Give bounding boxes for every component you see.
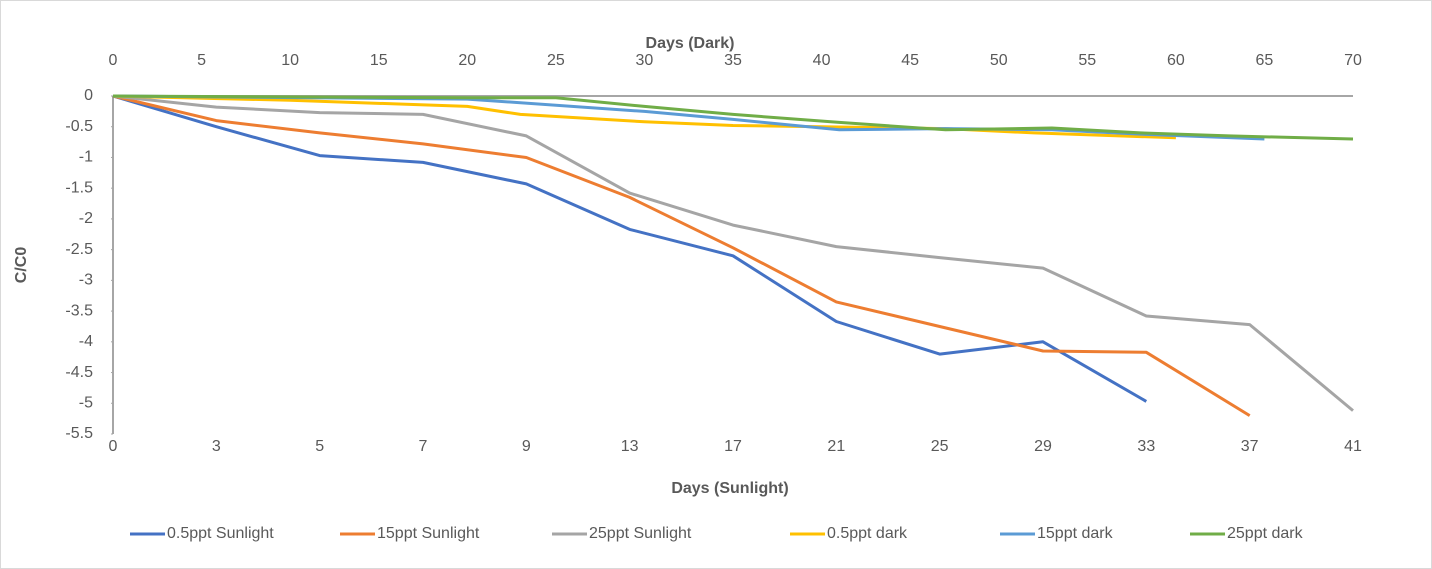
legend-label: 25ppt dark	[1227, 525, 1304, 542]
x-tick-label: 29	[1034, 438, 1052, 455]
x-tick-label: 33	[1137, 438, 1155, 455]
legend-label: 25ppt Sunlight	[589, 525, 692, 542]
y-axis-title: C/C0	[13, 247, 30, 284]
x2-tick-label: 40	[813, 52, 831, 69]
x2-tick-label: 30	[636, 52, 654, 69]
y-tick-label: -3.5	[65, 302, 93, 319]
x-tick-label: 37	[1241, 438, 1259, 455]
series-line	[112, 94, 1354, 412]
series-line	[112, 94, 1251, 417]
y-tick-label: -5.5	[65, 425, 93, 442]
y-tick-label: -2.5	[65, 241, 93, 258]
legend-label: 15ppt Sunlight	[377, 525, 480, 542]
x2-tick-label: 10	[281, 52, 299, 69]
y-tick-label: -1.5	[65, 179, 93, 196]
x-tick-label: 9	[522, 438, 531, 455]
x2-tick-label: 70	[1344, 52, 1362, 69]
y-tick-label: -4.5	[65, 364, 93, 381]
x-tick-label: 17	[724, 438, 742, 455]
y-tick-label: 0	[84, 87, 93, 104]
x2-tick-label: 60	[1167, 52, 1185, 69]
series-line	[112, 94, 1148, 403]
x-tick-label: 21	[827, 438, 845, 455]
x-tick-label: 7	[419, 438, 428, 455]
y-tick-label: -2	[79, 210, 93, 227]
legend-label: 0.5ppt dark	[827, 525, 908, 542]
y-tick-label: -0.5	[65, 118, 93, 135]
x2-axis-title: Days (Dark)	[646, 35, 735, 52]
y-tick-label: -5	[79, 394, 93, 411]
series-line	[112, 94, 1176, 140]
series-line	[112, 94, 1354, 141]
x-axis-title: Days (Sunlight)	[671, 480, 788, 497]
x2-tick-label: 50	[990, 52, 1008, 69]
x2-tick-label: 55	[1078, 52, 1096, 69]
legend-label: 0.5ppt Sunlight	[167, 525, 274, 542]
y-tick-label: -3	[79, 272, 93, 289]
x2-tick-label: 5	[197, 52, 206, 69]
y-tick-label: -1	[79, 149, 93, 166]
x-tick-label: 0	[109, 438, 118, 455]
x-tick-label: 5	[315, 438, 324, 455]
x2-tick-label: 0	[109, 52, 118, 69]
x2-tick-label: 35	[724, 52, 742, 69]
x2-tick-label: 65	[1256, 52, 1274, 69]
x-tick-label: 25	[931, 438, 949, 455]
legend-label: 15ppt dark	[1037, 525, 1114, 542]
x-tick-label: 13	[621, 438, 639, 455]
x2-tick-label: 45	[901, 52, 919, 69]
x-tick-label: 41	[1344, 438, 1362, 455]
y-tick-label: -4	[79, 333, 93, 350]
x2-tick-label: 25	[547, 52, 565, 69]
x2-tick-label: 20	[458, 52, 476, 69]
x-tick-label: 3	[212, 438, 221, 455]
x2-tick-label: 15	[370, 52, 388, 69]
